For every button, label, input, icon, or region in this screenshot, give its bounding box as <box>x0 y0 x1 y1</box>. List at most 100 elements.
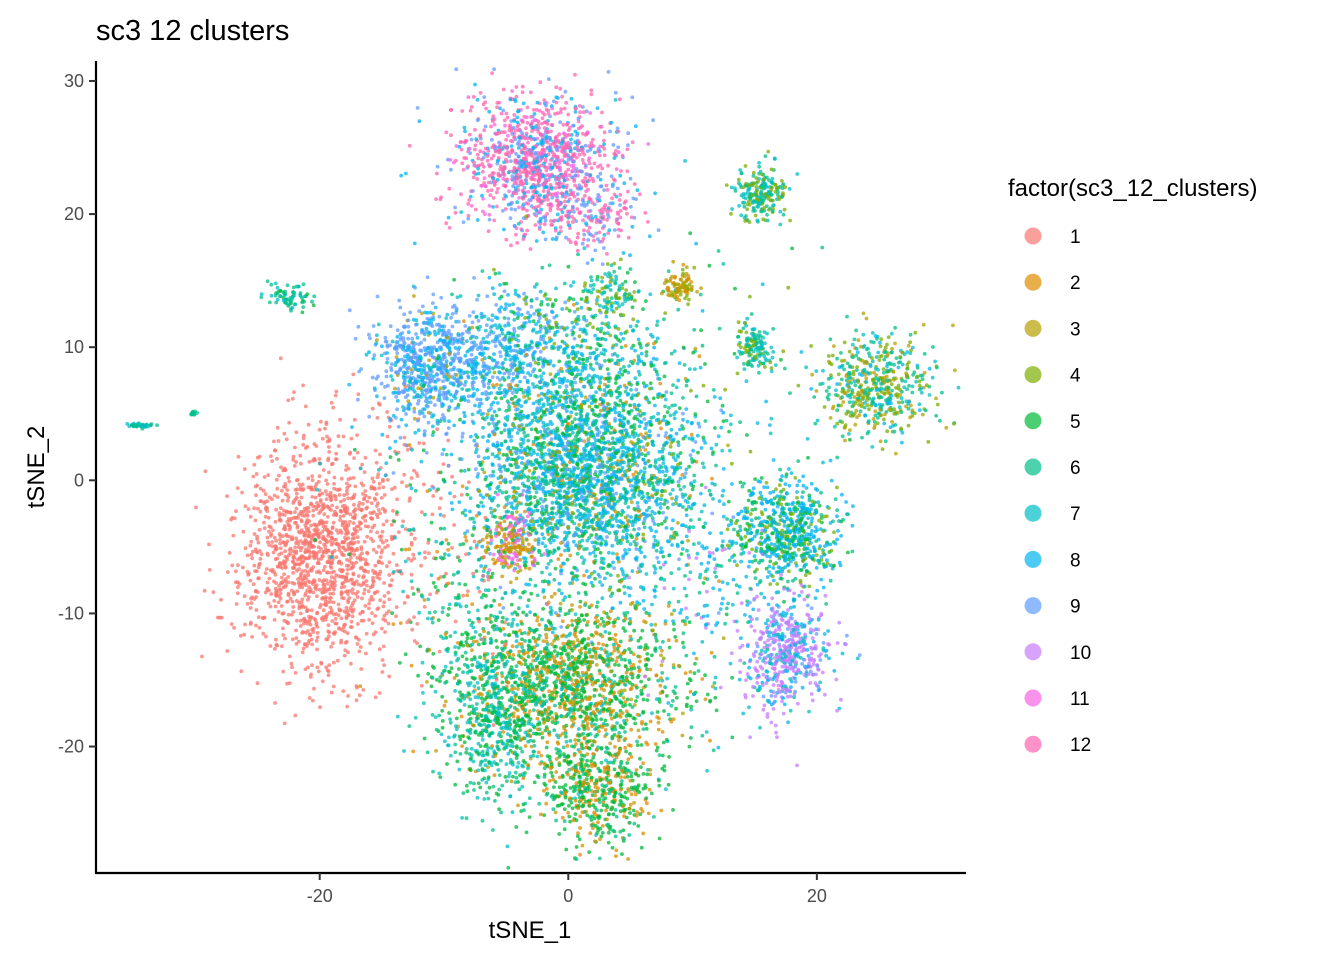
scatter-point <box>665 505 670 510</box>
scatter-point <box>502 227 506 232</box>
scatter-point <box>416 428 421 433</box>
scatter-point <box>311 590 316 595</box>
scatter-point <box>450 312 455 316</box>
scatter-point <box>331 405 336 410</box>
scatter-point <box>476 156 481 161</box>
scatter-point <box>387 583 392 588</box>
scatter-point <box>346 650 350 655</box>
scatter-point <box>471 376 475 381</box>
scatter-point <box>596 193 601 197</box>
scatter-point <box>535 452 540 457</box>
scatter-point <box>472 170 477 175</box>
scatter-point <box>317 587 322 592</box>
scatter-point <box>530 129 534 134</box>
scatter-point <box>266 473 271 477</box>
scatter-point <box>720 493 725 498</box>
scatter-point <box>427 551 431 556</box>
scatter-point <box>359 545 364 550</box>
scatter-point <box>544 107 549 112</box>
scatter-point <box>268 604 273 609</box>
scatter-point <box>363 489 368 493</box>
scatter-point <box>395 407 399 412</box>
scatter-point <box>456 402 461 407</box>
scatter-point <box>441 332 446 337</box>
scatter-point <box>471 189 475 193</box>
scatter-point <box>360 596 364 601</box>
scatter-point <box>459 140 464 144</box>
scatter-point <box>412 389 417 394</box>
scatter-point <box>277 473 281 478</box>
scatter-point <box>326 673 331 678</box>
scatter-point <box>225 649 230 653</box>
scatter-point <box>274 593 278 598</box>
scatter-point <box>522 191 527 196</box>
scatter-point <box>480 467 485 472</box>
scatter-point <box>622 181 627 186</box>
scatter-point <box>423 329 428 334</box>
scatter-point <box>354 698 359 703</box>
scatter-point <box>547 145 552 150</box>
scatter-point <box>475 397 480 402</box>
scatter-point <box>387 597 392 602</box>
scatter-point <box>532 212 537 216</box>
scatter-point <box>375 607 380 611</box>
scatter-point <box>320 436 325 441</box>
scatter-point <box>216 615 220 620</box>
scatter-point <box>493 149 498 154</box>
scatter-point <box>284 509 289 514</box>
scatter-point <box>392 485 397 490</box>
scatter-point <box>437 361 442 366</box>
scatter-point <box>241 529 246 534</box>
scatter-point <box>314 570 319 574</box>
scatter-point <box>553 228 558 233</box>
scatter-point <box>317 492 322 497</box>
scatter-point <box>537 330 542 334</box>
scatter-point <box>664 431 669 435</box>
scatter-point <box>426 420 431 425</box>
scatter-point <box>504 111 509 116</box>
scatter-point <box>312 686 316 691</box>
scatter-point <box>402 601 407 605</box>
scatter-point <box>376 401 381 406</box>
scatter-point <box>582 152 587 157</box>
scatter-point <box>581 110 586 115</box>
scatter-point <box>275 425 280 430</box>
scatter-point <box>621 408 626 413</box>
scatter-point <box>473 403 477 408</box>
scatter-point <box>399 345 404 350</box>
scatter-point <box>351 495 356 499</box>
scatter-point <box>412 406 417 411</box>
scatter-point <box>565 133 570 138</box>
scatter-point <box>310 642 315 647</box>
scatter-point <box>533 223 538 227</box>
scatter-point <box>405 388 410 392</box>
scatter-point <box>587 156 592 161</box>
scatter-point <box>615 552 619 556</box>
scatter-point <box>246 507 251 512</box>
scatter-point <box>369 529 373 534</box>
scatter-point <box>614 167 619 172</box>
scatter-point <box>371 578 375 583</box>
scatter-point <box>358 611 362 616</box>
scatter-point <box>478 351 482 356</box>
scatter-point <box>292 390 296 394</box>
scatter-point <box>535 190 539 195</box>
scatter-point <box>629 204 633 209</box>
scatter-point <box>437 378 441 382</box>
scatter-point <box>503 439 508 444</box>
scatter-point <box>394 605 399 609</box>
scatter-point <box>291 605 296 609</box>
scatter-point <box>410 346 415 351</box>
scatter-point <box>498 174 502 178</box>
scatter-point <box>334 528 339 532</box>
chart-title: sc3 12 clusters <box>96 15 289 47</box>
scatter-point <box>324 422 329 426</box>
scatter-point <box>380 670 385 674</box>
scatter-point <box>449 315 453 320</box>
scatter-point <box>365 499 370 504</box>
scatter-point <box>342 498 347 502</box>
scatter-point <box>542 198 547 203</box>
scatter-point <box>256 506 260 511</box>
scatter-point <box>345 704 350 709</box>
scatter-point <box>480 358 485 362</box>
